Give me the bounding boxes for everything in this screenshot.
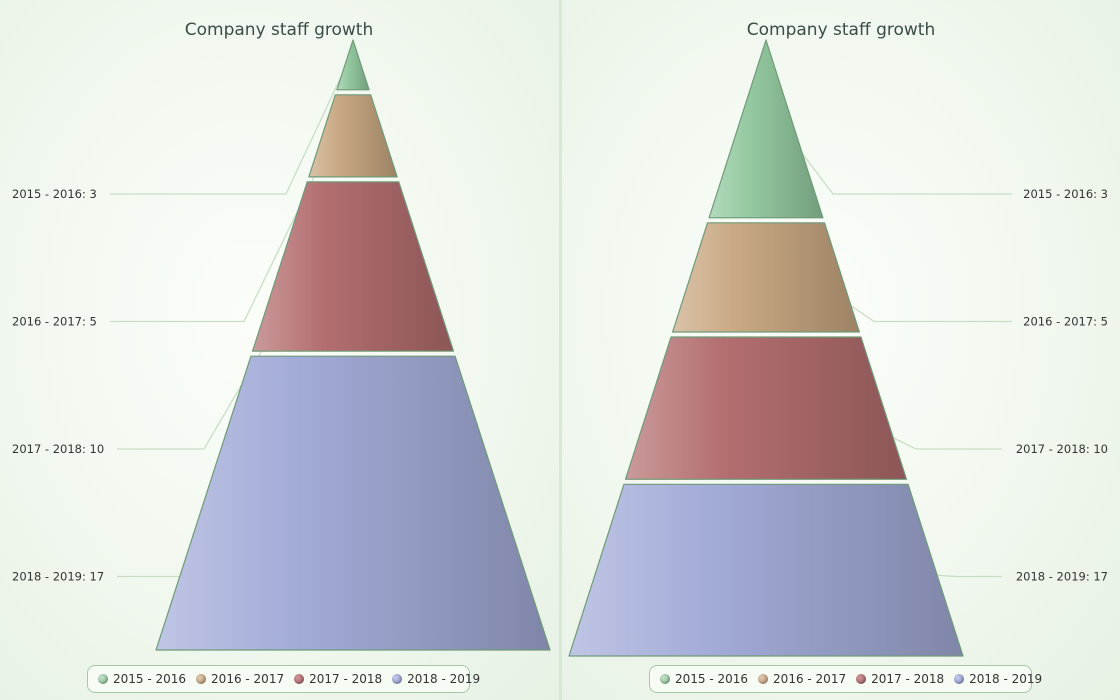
legend-marker-icon xyxy=(856,674,867,684)
pyramid-segment xyxy=(155,355,551,651)
legend-marker-icon xyxy=(294,674,305,684)
legend-label: 2017 - 2018 xyxy=(309,672,383,686)
legend-label: 2016 - 2017 xyxy=(773,672,847,686)
label-connector xyxy=(783,128,1012,195)
legend-item[interactable]: 2018 - 2019 xyxy=(954,672,1042,686)
legend-marker-icon xyxy=(758,674,769,684)
legend-item[interactable]: 2018 - 2019 xyxy=(392,672,480,686)
legend-marker-icon xyxy=(98,674,108,684)
pyramid-segment xyxy=(251,181,455,352)
label-connector xyxy=(110,64,348,195)
legend-item[interactable]: 2017 - 2018 xyxy=(294,672,382,686)
pyramid-chart-height: Company staff growth 2015 - 2016: 3 2016 … xyxy=(12,20,551,651)
data-label: 2018 - 2019: 17 xyxy=(12,570,104,584)
data-label: 2016 - 2017: 5 xyxy=(12,315,97,329)
legend-label: 2015 - 2016 xyxy=(675,672,749,686)
legend-label: 2018 - 2019 xyxy=(407,672,481,686)
pyramid-segment xyxy=(671,222,860,333)
data-label: 2015 - 2016: 3 xyxy=(12,187,97,201)
chart-legend: 2015 - 2016 2016 - 2017 2017 - 2018 2018… xyxy=(649,665,1042,693)
legend-item[interactable]: 2016 - 2017 xyxy=(196,672,284,686)
data-label: 2017 - 2018: 10 xyxy=(1016,442,1108,456)
chart-title: Company staff growth xyxy=(185,20,374,40)
chart-legend: 2015 - 2016 2016 - 2017 2017 - 2018 2018… xyxy=(87,665,480,693)
legend-label: 2018 - 2019 xyxy=(969,672,1043,686)
pyramid-segment xyxy=(568,483,964,657)
chart-panel-right: Company staff growth 2015 - 2016: 3 2016 … xyxy=(562,0,1120,700)
chart-title: Company staff growth xyxy=(747,20,936,40)
legend-marker-icon xyxy=(196,674,207,684)
legend-label: 2015 - 2016 xyxy=(113,672,187,686)
pyramid-chart-area: Company staff growth 2015 - 2016: 3 2016 … xyxy=(568,20,1108,657)
data-label: 2017 - 2018: 10 xyxy=(12,442,104,456)
data-label: 2015 - 2016: 3 xyxy=(1023,187,1108,201)
legend-marker-icon xyxy=(954,674,965,684)
legend-item[interactable]: 2016 - 2017 xyxy=(758,672,846,686)
pyramid-segment xyxy=(708,39,824,219)
legend-marker-icon xyxy=(660,674,670,684)
pyramid-segment xyxy=(336,39,370,91)
data-label: 2016 - 2017: 5 xyxy=(1023,315,1108,329)
pyramid-segment xyxy=(308,94,398,178)
legend-label: 2017 - 2018 xyxy=(871,672,945,686)
legend-marker-icon xyxy=(392,674,403,684)
panel-divider xyxy=(559,0,562,700)
legend-label: 2016 - 2017 xyxy=(211,672,285,686)
legend-item[interactable]: 2015 - 2016 xyxy=(660,672,748,686)
data-label: 2018 - 2019: 17 xyxy=(1016,570,1108,584)
chart-panel-left: Company staff growth 2015 - 2016: 3 2016 … xyxy=(0,0,559,700)
pyramid-segment xyxy=(624,336,908,480)
legend-item[interactable]: 2017 - 2018 xyxy=(856,672,944,686)
legend-item[interactable]: 2015 - 2016 xyxy=(98,672,186,686)
